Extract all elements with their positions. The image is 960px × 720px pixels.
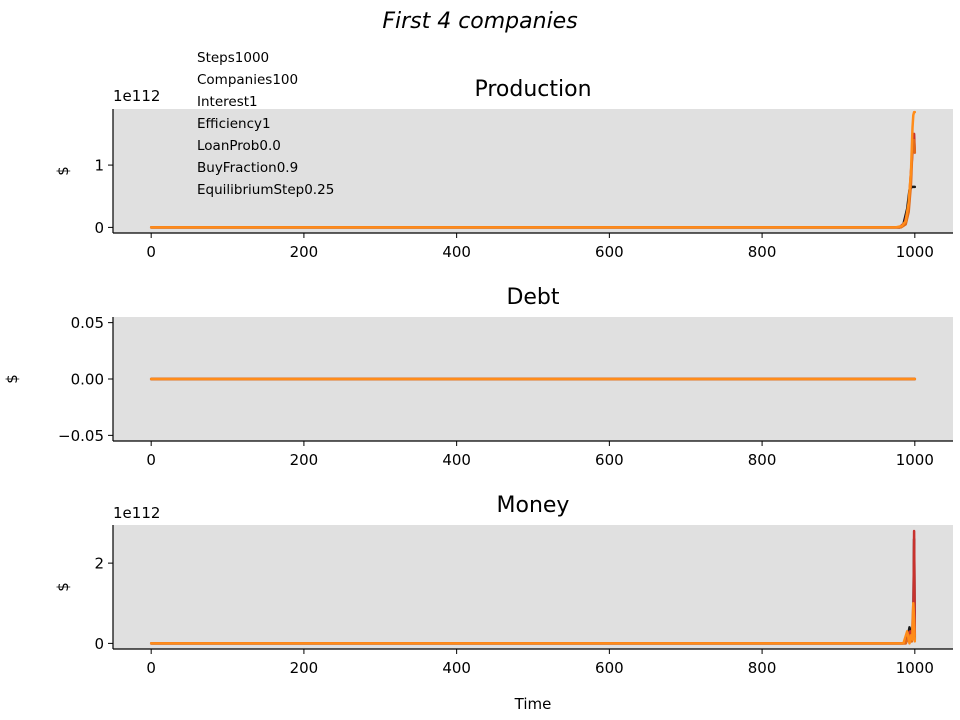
param-efficiency: Efficiency1 bbox=[197, 116, 271, 132]
money-panel: 0 200 400 600 800 1000 0 2 Money $1e112 bbox=[54, 493, 953, 677]
production-x-tick-label: 800 bbox=[748, 243, 777, 261]
production-series-group bbox=[149, 110, 917, 229]
debt-panel: 0 200 400 600 800 1000 0.05 0.00 −0.05 Debt $ bbox=[3, 285, 953, 469]
production-x-tick-label: 1000 bbox=[896, 243, 934, 261]
param-interest: Interest1 bbox=[197, 94, 258, 110]
production-y-tick-label: 0 bbox=[94, 219, 104, 237]
debt-x-tick-label: 1000 bbox=[896, 451, 934, 469]
debt-y-tick-label: 0.05 bbox=[71, 314, 104, 332]
param-companies: Companies100 bbox=[197, 72, 298, 88]
debt-title: Debt bbox=[506, 285, 559, 310]
debt-y-tick-label: −0.05 bbox=[58, 427, 104, 445]
production-x-tick-label: 400 bbox=[442, 243, 471, 261]
param-loanprob: LoanProb0.0 bbox=[197, 138, 281, 154]
debt-x-tick-label: 0 bbox=[146, 451, 156, 469]
money-x-tick-label: 600 bbox=[595, 659, 624, 677]
production-title: Production bbox=[474, 77, 591, 102]
money-title: Money bbox=[497, 493, 570, 518]
production-plot-area bbox=[113, 109, 953, 233]
production-x-tick-label: 600 bbox=[595, 243, 624, 261]
debt-x-tick-label: 400 bbox=[442, 451, 471, 469]
money-y-axis-label: $ bbox=[54, 582, 72, 592]
money-x-tick-label: 0 bbox=[146, 659, 156, 677]
param-steps: Steps1000 bbox=[197, 50, 269, 66]
debt-x-tick-label: 200 bbox=[290, 451, 319, 469]
production-x-tick-label: 0 bbox=[146, 243, 156, 261]
debt-x-tick-label: 600 bbox=[595, 451, 624, 469]
debt-x-tick-label: 800 bbox=[748, 451, 777, 469]
money-x-tick-label: 1000 bbox=[896, 659, 934, 677]
money-x-tick-label: 400 bbox=[442, 659, 471, 677]
money-y-tick-label: 2 bbox=[94, 555, 104, 573]
production-x-tick-label: 200 bbox=[290, 243, 319, 261]
production-series-line-4 bbox=[149, 110, 917, 229]
debt-y-tick-label: 0.00 bbox=[71, 371, 104, 389]
money-x-tick-label: 200 bbox=[290, 659, 319, 677]
param-buyfraction: BuyFraction0.9 bbox=[197, 160, 298, 176]
production-y-tick-label: 1 bbox=[94, 157, 104, 175]
money-y-tick-label: 0 bbox=[94, 635, 104, 653]
money-offset-text: 1e112 bbox=[113, 504, 160, 522]
production-offset-text: 1e112 bbox=[113, 87, 160, 105]
figure-suptitle: First 4 companies bbox=[382, 9, 577, 34]
production-y-axis-label: $ bbox=[54, 166, 72, 176]
debt-y-axis-label: $ bbox=[3, 374, 21, 384]
production-panel: 0 200 400 600 800 1000 0 1 Production $1e112 bbox=[54, 77, 953, 261]
x-axis-label: Time bbox=[514, 695, 552, 713]
money-plot-area bbox=[113, 525, 953, 649]
money-series-group bbox=[149, 529, 917, 645]
money-x-tick-label: 800 bbox=[748, 659, 777, 677]
parameters-annotation: Steps1000 Companies100 Interest1 Efficie… bbox=[197, 50, 334, 198]
money-series-line-4 bbox=[149, 602, 917, 645]
param-equilibriumstep: EquilibriumStep0.25 bbox=[197, 182, 334, 198]
